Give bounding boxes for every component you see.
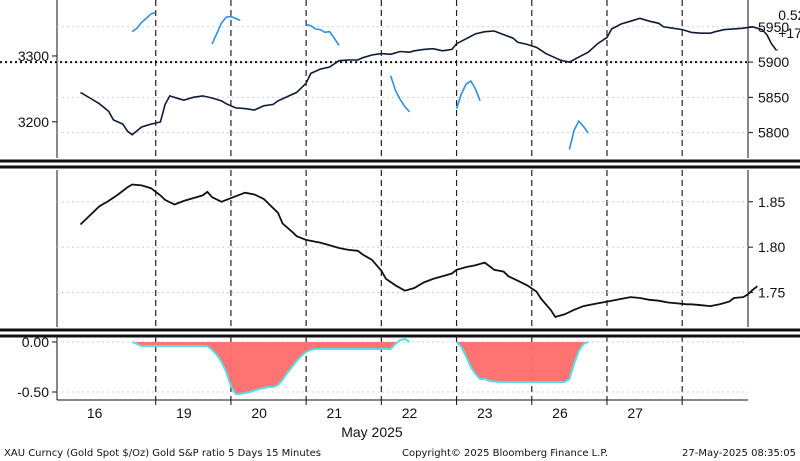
- x-tick-label: 20: [251, 405, 267, 421]
- drawdown-left-tick-label: 0.00: [22, 334, 49, 350]
- price-right-tick-label: 5900: [758, 54, 789, 70]
- change-percent-label: 0.52%: [778, 7, 800, 23]
- ratio-right-tick-label: 1.75: [758, 285, 785, 301]
- footer-copyright: Copyright© 2025 Bloomberg Finance L.P.: [402, 448, 608, 459]
- gold-series-segment: [389, 75, 411, 113]
- footer-source: XAU Curncy (Gold Spot $/Oz) Gold S&P rat…: [4, 448, 321, 459]
- x-month-label: May 2025: [341, 424, 403, 440]
- gold-series-segment: [455, 79, 481, 109]
- price-left-tick-label: 3200: [18, 114, 49, 130]
- ratio-series-line: [79, 183, 758, 319]
- price-right-tick-label: 5950: [758, 19, 789, 35]
- price-right-tick-label: 5800: [758, 125, 789, 141]
- gold-series-segment: [568, 119, 589, 150]
- price-right-tick-label: 5850: [758, 89, 789, 105]
- spx-series-line: [80, 17, 777, 136]
- ratio-right-tick-label: 1.80: [758, 239, 785, 255]
- footer-timestamp: 27-May-2025 08:35:05: [682, 448, 796, 459]
- x-tick-label: 16: [87, 405, 103, 421]
- change-value-label: +17.18: [778, 25, 800, 41]
- x-tick-label: 27: [627, 405, 643, 421]
- x-tick-label: 21: [327, 405, 343, 421]
- drawdown-outline: [131, 337, 411, 395]
- x-tick-label: 23: [477, 405, 493, 421]
- price-left-tick-label: 3300: [18, 48, 49, 64]
- drawdown-area: [132, 342, 410, 394]
- drawdown-area: [456, 342, 589, 382]
- x-tick-label: 19: [176, 405, 192, 421]
- drawdown-outline: [455, 341, 589, 383]
- gold-series-segment: [131, 11, 156, 33]
- ratio-right-tick-label: 1.85: [758, 194, 785, 210]
- drawdown-left-tick-label: -0.50: [17, 384, 49, 400]
- x-tick-label: 26: [552, 405, 568, 421]
- gold-series-segment: [305, 23, 340, 46]
- x-tick-label: 22: [402, 405, 418, 421]
- gold-series-segment: [211, 15, 241, 45]
